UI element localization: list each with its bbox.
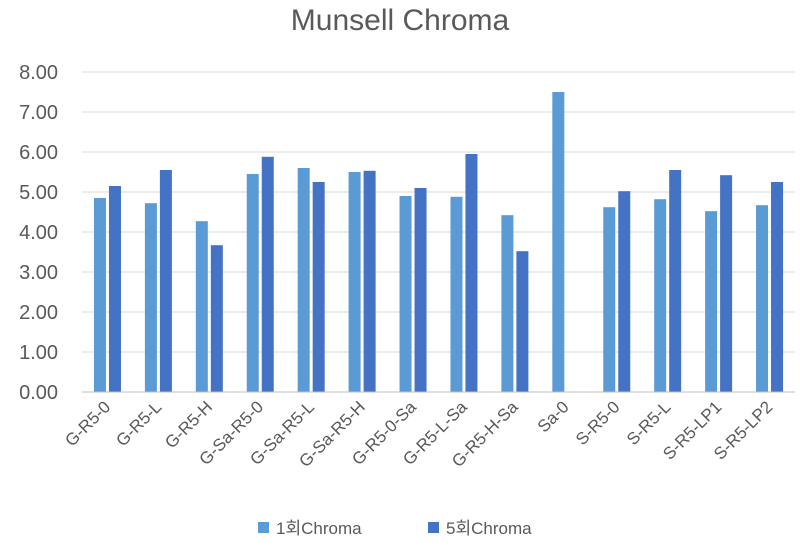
bar-2 <box>261 156 274 392</box>
bar-1 <box>603 207 616 392</box>
bar-2 <box>363 170 376 392</box>
bar-1 <box>93 198 106 392</box>
bar-1 <box>195 221 208 392</box>
bar-2 <box>159 170 172 392</box>
bar-2 <box>720 175 733 392</box>
x-tick-label: S-R5-0 <box>572 397 624 449</box>
bar-2 <box>669 170 682 392</box>
y-axis-ticks: 0.00 1.00 2.00 3.00 4.00 5.00 6.00 7.00 8.00 <box>19 62 58 404</box>
bar-2 <box>210 245 223 392</box>
bar-1 <box>297 168 310 392</box>
gridlines <box>82 71 795 353</box>
bar-2 <box>771 182 784 392</box>
bar-1 <box>450 196 463 392</box>
y-tick-label: 4.00 <box>19 222 58 244</box>
x-axis-ticks: G-R5-0G-R5-LG-R5-HG-Sa-R5-0G-Sa-R5-LG-Sa… <box>61 397 776 471</box>
y-tick-label: 7.00 <box>19 102 58 124</box>
bar-1 <box>399 196 412 392</box>
x-tick-label: Sa-0 <box>534 397 573 436</box>
bar-1 <box>501 215 514 392</box>
bar-1 <box>552 92 565 392</box>
legend-swatch <box>428 522 439 533</box>
y-tick-label: 0.00 <box>19 382 58 404</box>
x-tick-label: G-R5-L <box>112 397 165 450</box>
bar-1 <box>246 174 259 392</box>
bar-2 <box>414 188 427 392</box>
y-tick-label: 5.00 <box>19 182 58 204</box>
legend-swatch <box>258 522 269 533</box>
bar-1 <box>144 203 157 392</box>
bar-1 <box>756 205 769 392</box>
legend: 1회Chroma 5회Chroma <box>258 519 532 538</box>
bar-2 <box>465 154 478 392</box>
chart-title: Munsell Chroma <box>291 4 510 37</box>
bar-1 <box>705 211 718 392</box>
x-tick-label: G-R5-0 <box>61 397 114 450</box>
legend-label: 5회Chroma <box>446 519 532 538</box>
bar-2 <box>516 251 529 392</box>
bar-2 <box>312 182 325 392</box>
bar-1 <box>348 172 361 392</box>
y-tick-label: 6.00 <box>19 142 58 164</box>
bar-1 <box>654 199 667 392</box>
y-tick-label: 3.00 <box>19 262 58 284</box>
legend-label: 1회Chroma <box>276 519 362 538</box>
y-tick-label: 1.00 <box>19 342 58 364</box>
bar-2 <box>108 186 121 392</box>
x-tick-label: S-R5-L <box>623 397 675 449</box>
bar-2 <box>618 191 631 392</box>
y-tick-label: 8.00 <box>19 62 58 84</box>
bar-marks <box>93 92 784 392</box>
y-tick-label: 2.00 <box>19 302 58 324</box>
